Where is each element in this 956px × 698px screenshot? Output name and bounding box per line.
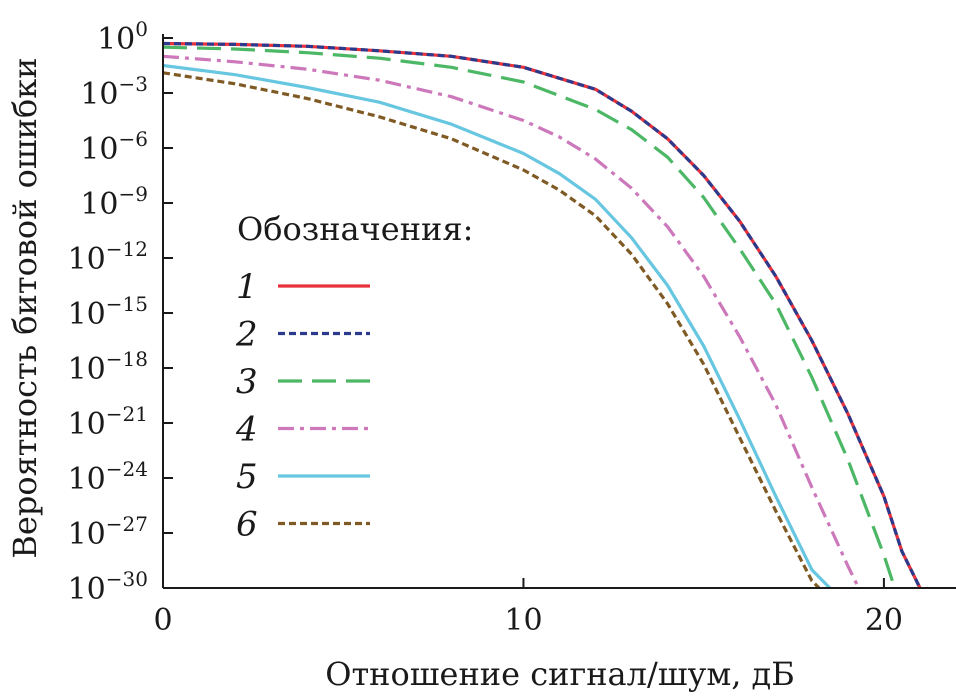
x-tick-label: 10 (504, 603, 542, 638)
legend-label-6: 6 (236, 505, 258, 545)
y-tick-label: 10−21 (68, 402, 148, 442)
y-tick-label: 10−6 (80, 127, 148, 167)
legend-label-3: 3 (236, 362, 258, 402)
x-tick-label: 20 (865, 603, 903, 638)
legend-label-2: 2 (235, 315, 258, 355)
series-line-5 (162, 63, 831, 590)
y-tick-label: 10−30 (68, 567, 148, 607)
series-line-4 (162, 54, 861, 589)
y-tick-label: 10−24 (68, 457, 148, 497)
y-tick-label: 10−9 (80, 182, 148, 222)
y-axis-label: Вероятность битовой ошибки (6, 57, 44, 558)
x-tick-label: 0 (153, 603, 172, 638)
y-tick-label: 10−18 (68, 347, 148, 387)
legend-label-4: 4 (235, 410, 258, 450)
x-axis-label: Отношение сигнал/шум, дБ (325, 655, 795, 693)
y-tick-label: 10−15 (68, 292, 148, 332)
y-tick-label: 10−27 (68, 512, 148, 552)
y-tick-label: 100 (97, 17, 148, 57)
legend-label-1: 1 (236, 267, 258, 307)
series-line-1 (162, 41, 922, 589)
x-axis-ticks: 0 10 20 (153, 578, 903, 638)
axes (162, 34, 956, 589)
y-tick-label: 10−12 (68, 237, 148, 277)
legend-label-5: 5 (236, 457, 258, 497)
series-line-2 (162, 41, 922, 589)
series-line-3 (162, 45, 897, 589)
legend-title: Обозначения: (237, 210, 473, 248)
series-line-6 (162, 71, 821, 590)
y-axis-ticks: 100 10−3 10−6 10−9 10−12 10−15 10−18 10−21 10−24… (68, 17, 173, 607)
y-tick-label: 10−3 (80, 72, 148, 112)
legend: Обозначения: 1 2 3 4 5 6 (235, 210, 473, 545)
plot-lines (162, 41, 922, 590)
